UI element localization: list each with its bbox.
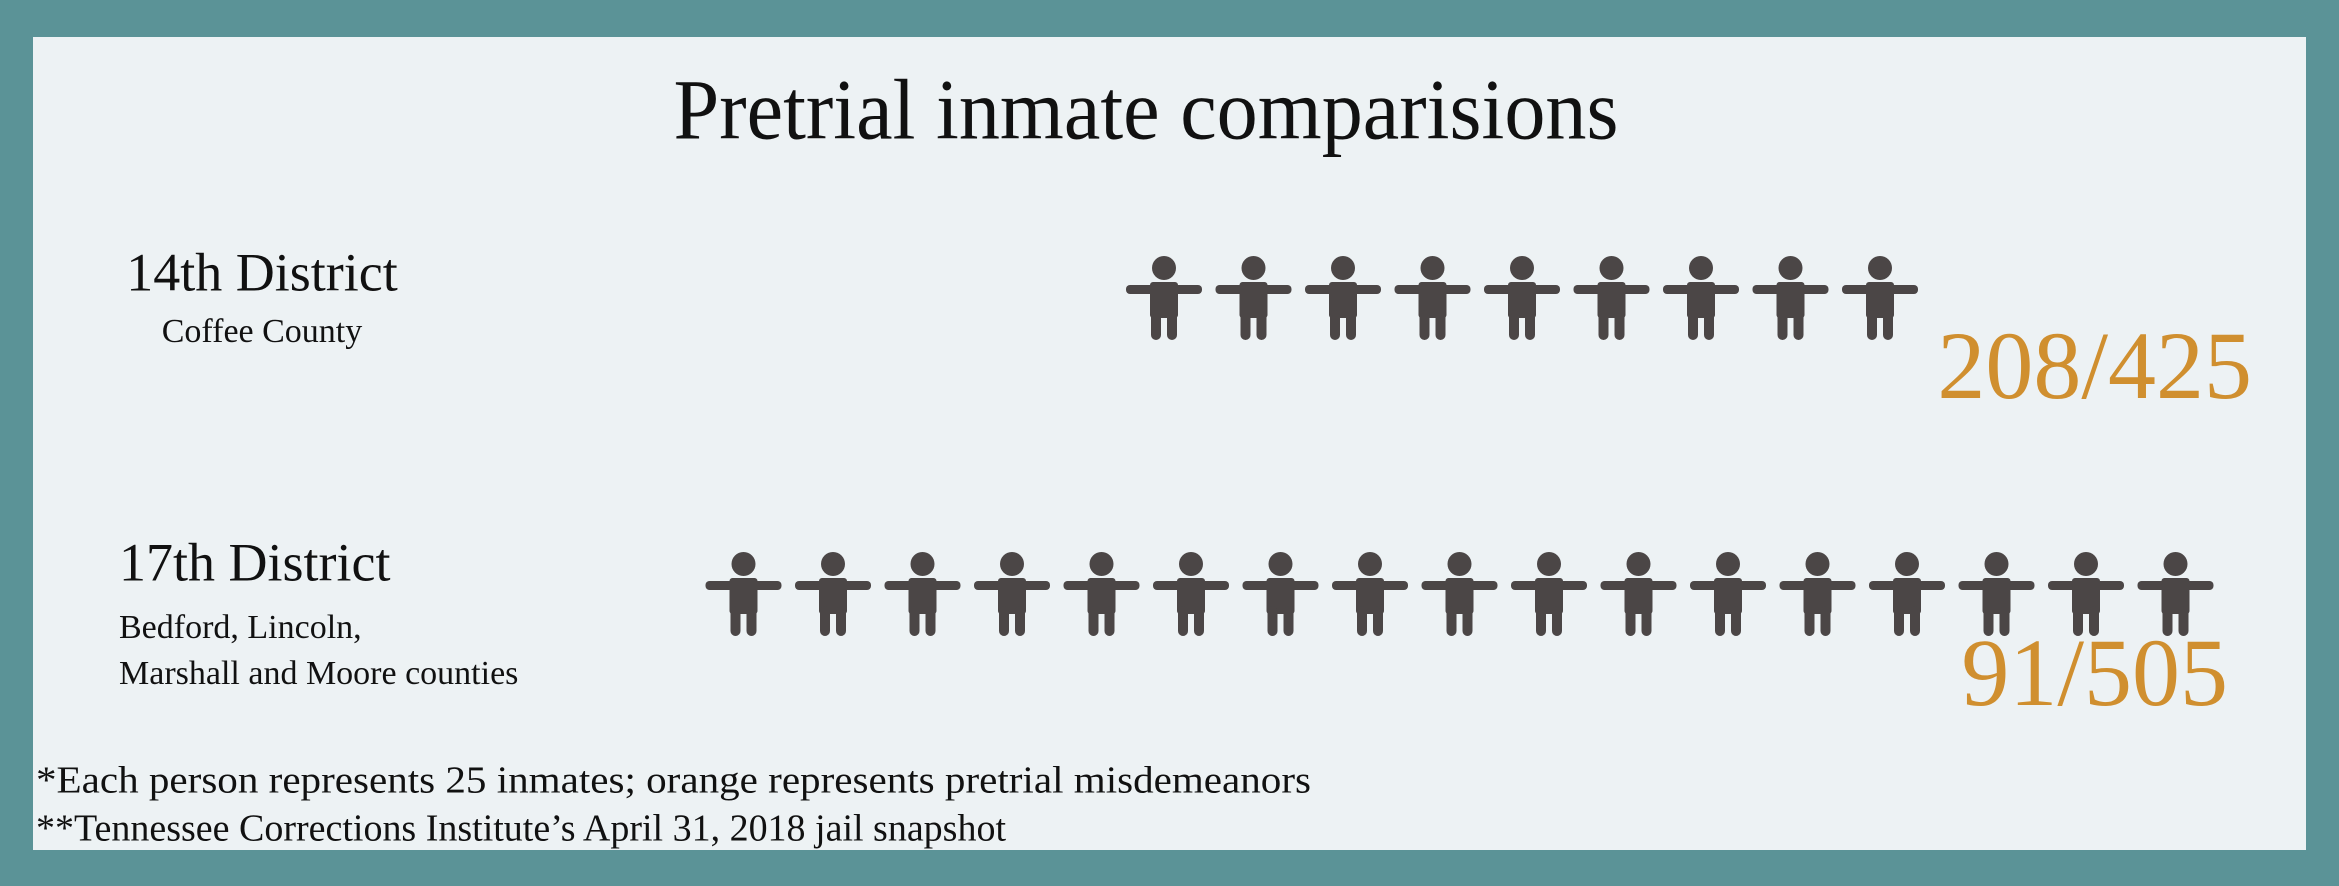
footnote: *Each person represents 25 inmates; oran… — [36, 760, 1311, 802]
chart-title: Pretrial inmate comparisions — [674, 62, 1619, 158]
district-counties: Bedford, Lincoln, — [119, 609, 362, 646]
ratio-label: 91/505 — [1961, 619, 2228, 726]
district-counties: Coffee County — [162, 313, 363, 350]
panel — [33, 37, 2306, 850]
ratio-label: 208/425 — [1937, 312, 2252, 419]
district-name: 14th District — [126, 242, 397, 302]
district-name: 17th District — [119, 532, 390, 592]
footnote: **Tennessee Corrections Institute’s Apri… — [36, 808, 1006, 850]
district-counties: Marshall and Moore counties — [119, 655, 518, 692]
